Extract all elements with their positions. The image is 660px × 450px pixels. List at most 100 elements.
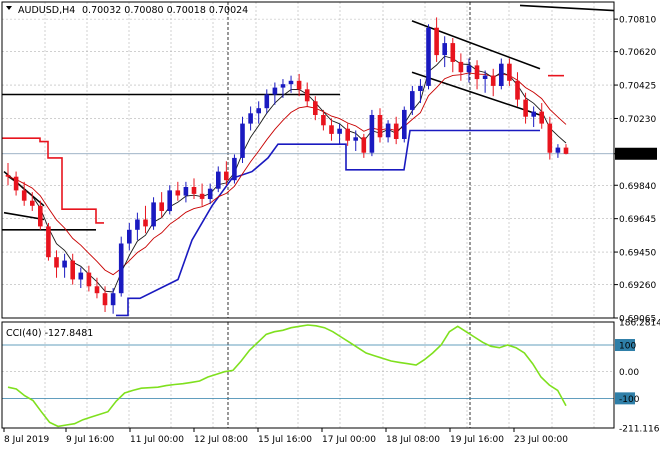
candle	[5, 162, 11, 186]
candle	[442, 36, 447, 68]
candle-body	[393, 123, 399, 139]
price-tick-label: 0.70425	[619, 82, 656, 92]
candle	[135, 212, 140, 241]
candle	[515, 72, 520, 107]
candle	[38, 200, 43, 230]
time-tick-label: 9 Jul 16:00	[66, 435, 115, 445]
candle	[110, 288, 116, 314]
candle-body	[30, 200, 35, 206]
price-panel-frame	[1, 1, 615, 319]
candle	[199, 183, 205, 206]
time-tick-label: 8 Jul 2019	[4, 435, 49, 445]
candle-body	[118, 243, 124, 294]
candle-body	[482, 75, 488, 79]
candle	[474, 60, 480, 90]
candle-body	[46, 226, 51, 258]
candle-body	[224, 171, 229, 181]
candle	[304, 82, 310, 107]
candle-body	[426, 27, 431, 86]
candle	[410, 85, 415, 116]
time-tick-label: 18 Jul 08:00	[386, 435, 440, 445]
candle	[54, 250, 59, 278]
candle-body	[539, 111, 544, 124]
candle	[175, 181, 181, 201]
candle-body	[458, 61, 464, 73]
candle-body	[191, 187, 197, 194]
candle	[450, 37, 456, 73]
candle	[555, 144, 561, 158]
panel-frames	[1, 1, 615, 429]
candle-body	[288, 80, 294, 85]
cci-line	[7, 324, 567, 428]
candle-body	[490, 75, 496, 86]
candle-body	[410, 91, 415, 110]
candle	[385, 120, 391, 143]
candle	[337, 123, 342, 145]
candle	[321, 109, 326, 131]
axis-labels: 0.70810 0.70620 0.70425 0.70230 0.70024 0.698…	[3, 6, 660, 445]
candle	[248, 106, 253, 131]
candle	[272, 82, 278, 105]
candle-body	[5, 175, 11, 177]
candle-body	[62, 260, 67, 268]
candle	[353, 130, 358, 152]
candle-body	[450, 43, 456, 62]
cci-level-tag	[615, 392, 635, 405]
candle-body	[474, 65, 480, 80]
trend-line	[411, 71, 541, 116]
candle	[434, 17, 439, 62]
trend-line	[519, 4, 615, 12]
candle	[482, 70, 488, 93]
candle-body	[466, 65, 472, 73]
candle-body	[54, 257, 59, 268]
candle	[78, 267, 84, 289]
candle-body	[21, 190, 27, 201]
candle-body	[232, 157, 237, 181]
candle-body	[135, 219, 140, 230]
candle-body	[313, 101, 318, 115]
candle-body	[216, 171, 221, 189]
candle-body	[207, 188, 213, 199]
candle	[167, 185, 172, 215]
candle	[143, 205, 148, 234]
candle	[369, 109, 375, 157]
price-tick-label: 0.69260	[619, 281, 656, 291]
candle-body	[418, 85, 423, 91]
candle-body	[563, 147, 569, 154]
candle	[402, 106, 407, 143]
candle-body	[345, 128, 350, 141]
candle	[240, 116, 245, 163]
time-tick-label: 19 Jul 16:00	[450, 435, 504, 445]
trend-line	[3, 211, 45, 221]
candle	[183, 181, 189, 203]
candle-body	[159, 202, 164, 211]
candle	[466, 58, 472, 83]
candle	[393, 116, 399, 145]
candle-body	[385, 123, 391, 138]
candle	[523, 92, 528, 124]
candle-body	[280, 84, 286, 88]
candle	[256, 101, 261, 124]
candle-body	[256, 108, 261, 114]
cci-panel-frame	[1, 321, 615, 429]
candle	[191, 178, 197, 199]
candle	[563, 144, 569, 155]
candle-body	[523, 99, 528, 117]
candle	[207, 183, 213, 205]
candle	[216, 166, 221, 193]
candle-body	[264, 94, 270, 109]
candle-body	[272, 87, 278, 95]
ma-fast-line	[7, 55, 567, 293]
ma-slow-line	[7, 72, 567, 276]
candle-body	[304, 89, 310, 102]
cci-level-tag	[615, 339, 635, 352]
candle	[224, 161, 229, 186]
candle-body	[70, 260, 75, 280]
candle	[102, 286, 108, 313]
candle	[539, 103, 544, 129]
chart-marker-icon	[6, 6, 12, 10]
candle-body	[143, 219, 148, 227]
candle-body	[377, 115, 383, 138]
candle	[329, 118, 334, 141]
